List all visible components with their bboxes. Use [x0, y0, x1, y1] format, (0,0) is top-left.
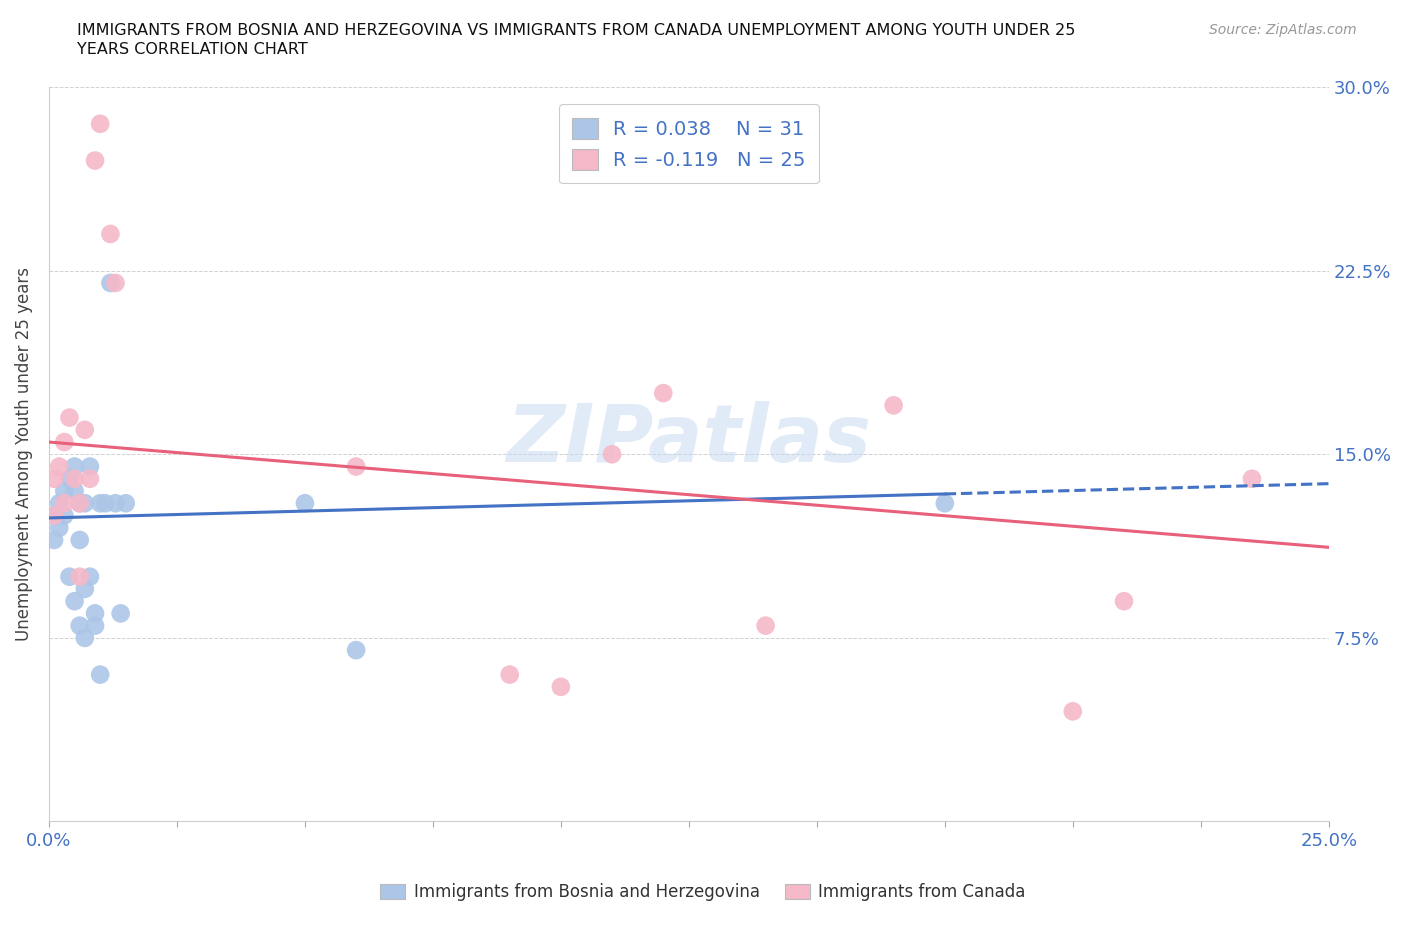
Point: [42, 508, 65, 523]
Point: [73, 581, 96, 596]
Point: [42, 508, 65, 523]
Point: [69, 618, 91, 633]
Point: [48, 459, 70, 474]
Point: [294, 496, 316, 511]
Point: [104, 496, 127, 511]
Point: [755, 618, 778, 633]
Point: [1240, 472, 1263, 486]
Point: [934, 496, 956, 511]
Text: ZIPatlas: ZIPatlas: [506, 401, 872, 479]
Point: [79, 472, 101, 486]
Point: [883, 398, 905, 413]
Point: [53, 496, 76, 511]
Point: [1112, 593, 1135, 608]
Point: [58, 410, 80, 425]
Point: [53, 508, 76, 523]
Point: [69, 496, 91, 511]
Point: [110, 606, 132, 621]
Text: IMMIGRANTS FROM BOSNIA AND HERZEGOVINA VS IMMIGRANTS FROM CANADA UNEMPLOYMENT AM: IMMIGRANTS FROM BOSNIA AND HERZEGOVINA V…: [77, 23, 1076, 38]
Point: [63, 472, 86, 486]
Point: [114, 496, 136, 511]
Point: [100, 275, 122, 290]
Point: [100, 227, 122, 242]
Point: [58, 472, 80, 486]
Point: [53, 434, 76, 449]
Point: [73, 422, 96, 437]
Point: [63, 593, 86, 608]
Legend: Immigrants from Bosnia and Herzegovina, Immigrants from Canada: Immigrants from Bosnia and Herzegovina, …: [374, 876, 1032, 908]
Point: [73, 496, 96, 511]
Point: [48, 520, 70, 535]
Point: [344, 643, 367, 658]
Point: [69, 569, 91, 584]
Point: [600, 446, 623, 461]
Point: [63, 459, 86, 474]
Point: [89, 116, 111, 131]
Point: [344, 459, 367, 474]
Point: [104, 275, 127, 290]
Point: [53, 484, 76, 498]
Text: YEARS CORRELATION CHART: YEARS CORRELATION CHART: [77, 42, 308, 57]
Point: [58, 569, 80, 584]
Point: [69, 533, 91, 548]
Point: [84, 606, 107, 621]
Point: [79, 459, 101, 474]
Point: [48, 496, 70, 511]
Point: [89, 496, 111, 511]
Point: [652, 386, 675, 401]
Point: [69, 496, 91, 511]
Point: [94, 496, 117, 511]
Point: [499, 667, 522, 682]
Point: [73, 631, 96, 645]
Point: [550, 680, 572, 695]
Point: [84, 153, 107, 168]
Point: [89, 667, 111, 682]
Point: [42, 533, 65, 548]
Point: [1062, 704, 1084, 719]
Point: [84, 618, 107, 633]
Text: Source: ZipAtlas.com: Source: ZipAtlas.com: [1209, 23, 1357, 37]
Point: [42, 472, 65, 486]
Legend: R = 0.038    N = 31, R = -0.119   N = 25: R = 0.038 N = 31, R = -0.119 N = 25: [558, 104, 820, 183]
Point: [79, 569, 101, 584]
Y-axis label: Unemployment Among Youth under 25 years: Unemployment Among Youth under 25 years: [15, 267, 32, 642]
Point: [63, 484, 86, 498]
